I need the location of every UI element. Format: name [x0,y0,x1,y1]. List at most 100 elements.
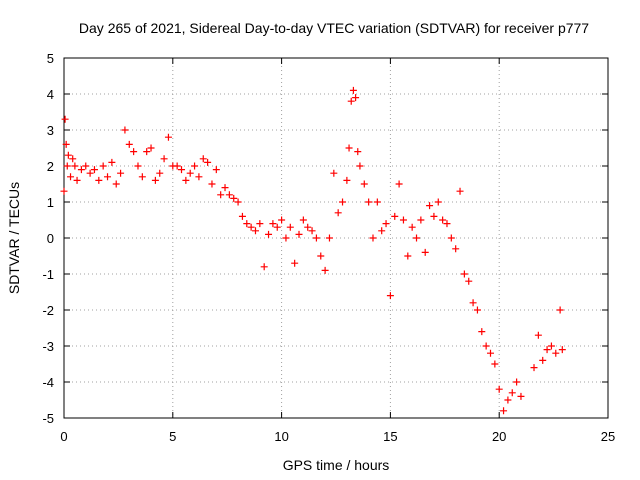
data-point [251,227,259,235]
axis-ticks: 0 5 10 15 20 25 -5 -4 -3 -2 -1 0 1 2 3 4 5 [42,51,615,444]
y-tick-label: -4 [42,375,54,390]
data-point [369,234,377,242]
y-tick-label: 4 [47,87,54,102]
data-point [434,198,442,206]
data-point [356,162,364,170]
data-point [299,216,307,224]
data-point [469,299,477,307]
data-point [204,158,212,166]
data-point [182,176,190,184]
data-point [117,169,125,177]
data-point [295,230,303,238]
data-point [138,173,146,181]
data-point [354,148,362,156]
data-point [90,166,98,174]
data-point [495,385,503,393]
data-point [61,115,69,123]
x-tick-label: 20 [492,429,506,444]
data-point [378,227,386,235]
x-tick-label: 10 [274,429,288,444]
data-point [304,223,312,231]
data-point [408,223,416,231]
data-point [147,144,155,152]
data-point [130,148,138,156]
data-point [199,155,207,163]
data-point [321,266,329,274]
data-point [108,158,116,166]
y-tick-label: -2 [42,303,54,318]
data-point [417,216,425,224]
data-point [482,342,490,350]
data-point [530,364,538,372]
data-point [60,187,68,195]
data-point [460,270,468,278]
data-point [67,173,75,181]
data-point [238,212,246,220]
data-point [151,176,159,184]
x-tick-label: 5 [169,429,176,444]
data-point [95,176,103,184]
data-point [278,216,286,224]
data-point [225,191,233,199]
y-tick-label: 3 [47,123,54,138]
data-point [62,140,70,148]
data-point [234,198,242,206]
y-tick-label: 2 [47,159,54,174]
data-point [269,220,277,228]
y-tick-label: -1 [42,267,54,282]
y-tick-label: 1 [47,195,54,210]
data-point [243,220,251,228]
data-point [539,356,547,364]
data-point [265,230,273,238]
data-point [312,234,320,242]
data-point [64,151,72,159]
data-point [552,349,560,357]
y-tick-label: -5 [42,411,54,426]
data-point [121,126,129,134]
data-point [413,234,421,242]
data-point [82,162,90,170]
data-point [558,346,566,354]
x-tick-label: 0 [60,429,67,444]
data-point [273,223,281,231]
data-point [156,169,164,177]
x-tick-label: 15 [383,429,397,444]
data-point [491,360,499,368]
data-point [426,202,434,210]
data-point [504,396,512,404]
data-point [534,331,542,339]
data-point [452,245,460,253]
data-point [291,259,299,267]
data-point [430,212,438,220]
data-point [143,148,151,156]
data-point [330,169,338,177]
data-point [71,162,79,170]
data-point [543,346,551,354]
data-point [478,328,486,336]
data-point [556,306,564,314]
data-point [365,198,373,206]
data-point [473,306,481,314]
data-point [439,216,447,224]
data-point [517,392,525,400]
data-point [260,263,268,271]
data-point [77,166,85,174]
data-point [391,212,399,220]
data-point [282,234,290,242]
data-point [352,94,360,102]
data-point [230,194,238,202]
data-point [208,180,216,188]
data-point [513,378,521,386]
y-tick-label: 0 [47,231,54,246]
data-point [339,198,347,206]
data-point [360,180,368,188]
data-point [164,133,172,141]
data-point [286,223,294,231]
data-point [382,220,390,228]
data-point [63,162,71,170]
data-point [86,169,94,177]
data-point [349,86,357,94]
data-point [256,220,264,228]
data-point [486,349,494,357]
